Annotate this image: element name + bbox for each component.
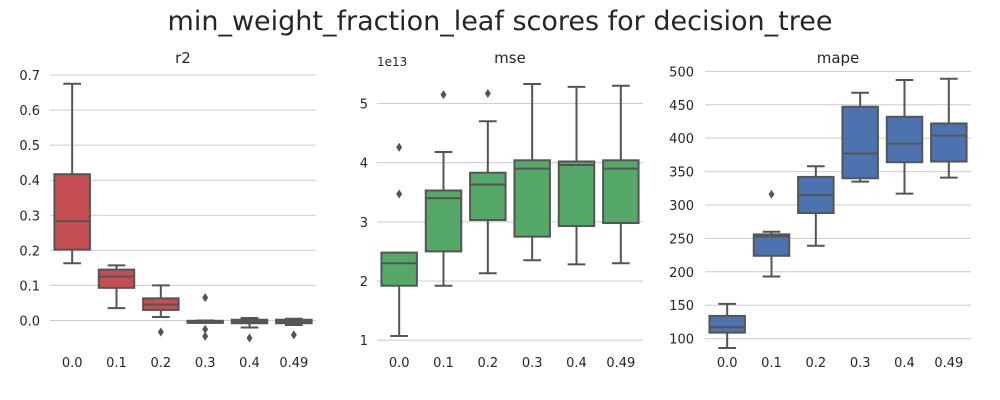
axis-offset-label: 1e13 (377, 55, 407, 69)
y-tick-label: 3 (360, 216, 368, 231)
box-0.3 (186, 293, 224, 341)
x-tick-label: 0.4 (239, 356, 260, 371)
box-0.4 (557, 85, 596, 266)
outlier-point (440, 90, 447, 100)
box-0.49 (930, 77, 968, 179)
outlier-point (290, 330, 297, 340)
x-tick-label: 0.1 (433, 356, 454, 371)
box-body (752, 233, 791, 257)
outlier-point (484, 88, 491, 98)
x-tick-label: 0.2 (150, 356, 171, 371)
y-tick-label: 350 (669, 166, 694, 181)
x-tick-label: 0.49 (934, 356, 963, 371)
x-tick-label: 0.3 (522, 356, 543, 371)
outlier-point (768, 189, 775, 199)
y-tick-label: 500 (669, 65, 694, 80)
box-0.1 (752, 189, 791, 278)
x-tick-label: 0.49 (606, 356, 635, 371)
box-body (708, 314, 746, 334)
y-tick-label: 0.2 (19, 244, 40, 259)
panel-mse: 1 2 3 4 5 mse 1e13 0.0 0.1 0.2 0.3 0.4 0.49 (360, 49, 643, 371)
box-body (424, 189, 463, 253)
x-tick-label: 0.1 (761, 356, 782, 371)
y-tick-label: 200 (669, 266, 694, 281)
outlier-point (246, 333, 253, 343)
box-body (930, 122, 968, 163)
box-0.3 (841, 91, 879, 183)
y-tick-label: 4 (360, 157, 368, 172)
x-tick-label: 0.3 (195, 356, 216, 371)
y-tick-label: 300 (669, 199, 694, 214)
outlier-point (157, 327, 164, 337)
x-tick-label: 0.2 (805, 356, 826, 371)
outlier-point (202, 324, 209, 334)
box-body (53, 173, 91, 251)
box-0.0 (380, 142, 418, 338)
box-0.49 (602, 84, 640, 265)
panel-title: mse (494, 49, 526, 67)
box-0.2 (797, 165, 835, 247)
panel-title: r2 (175, 49, 191, 67)
outlier-point (202, 293, 209, 303)
y-tick-label: 150 (669, 299, 694, 314)
x-tick-label: 0.3 (850, 356, 871, 371)
box-0.4 (885, 79, 924, 195)
y-tick-label: 5 (360, 98, 368, 113)
x-tick-label: 0.0 (717, 356, 738, 371)
box-0.1 (424, 90, 463, 287)
box-0.49 (275, 317, 313, 340)
y-tick-label: 400 (669, 132, 694, 147)
y-tick-label: 250 (669, 232, 694, 247)
box-body (841, 105, 879, 180)
y-tick-label: 0.5 (19, 139, 40, 154)
panel-title: mape (817, 49, 860, 67)
x-tick-label: 0.2 (477, 356, 498, 371)
box-0.0 (53, 82, 91, 265)
outlier-point (396, 189, 403, 199)
x-tick-label: 0.4 (566, 356, 587, 371)
y-tick-label: 0.1 (19, 279, 40, 294)
box-body (885, 115, 924, 164)
panel-r2: 0.0 0.1 0.2 0.3 0.4 0.5 0.6 0.7 r2 0.0 0.1 0.2 0.3 0.… (19, 49, 316, 371)
figure-title: min_weight_fraction_leaf scores for deci… (168, 6, 833, 37)
box-0.0 (708, 302, 746, 349)
y-tick-label: 1 (360, 334, 368, 349)
y-tick-label: 0.6 (19, 104, 40, 119)
box-body (97, 268, 136, 289)
box-0.4 (230, 316, 269, 343)
outlier-point (202, 331, 209, 341)
box-body (380, 251, 418, 287)
box-body (513, 159, 551, 238)
y-tick-label: 0.3 (19, 209, 40, 224)
x-tick-label: 0.0 (389, 356, 410, 371)
box-body (602, 159, 640, 225)
box-0.3 (513, 82, 551, 262)
box-body (557, 160, 596, 227)
box-body (469, 171, 507, 222)
panel-mape: 100 150 200 250 300 350 400 450 500 mape 0.0 0.1 0.2… (669, 49, 971, 371)
y-tick-label: 0.7 (19, 69, 40, 84)
y-tick-label: 2 (360, 275, 368, 290)
x-tick-label: 0.4 (894, 356, 915, 371)
y-tick-label: 450 (669, 99, 694, 114)
y-tick-label: 0.0 (19, 314, 40, 329)
y-tick-label: 100 (669, 333, 694, 348)
y-tick-label: 0.4 (19, 174, 40, 189)
x-tick-label: 0.0 (62, 356, 83, 371)
box-0.1 (97, 264, 136, 310)
x-tick-label: 0.1 (106, 356, 127, 371)
x-tick-label: 0.49 (279, 356, 308, 371)
box-0.2 (469, 88, 507, 275)
outlier-point (396, 142, 403, 152)
box-0.2 (142, 284, 180, 337)
